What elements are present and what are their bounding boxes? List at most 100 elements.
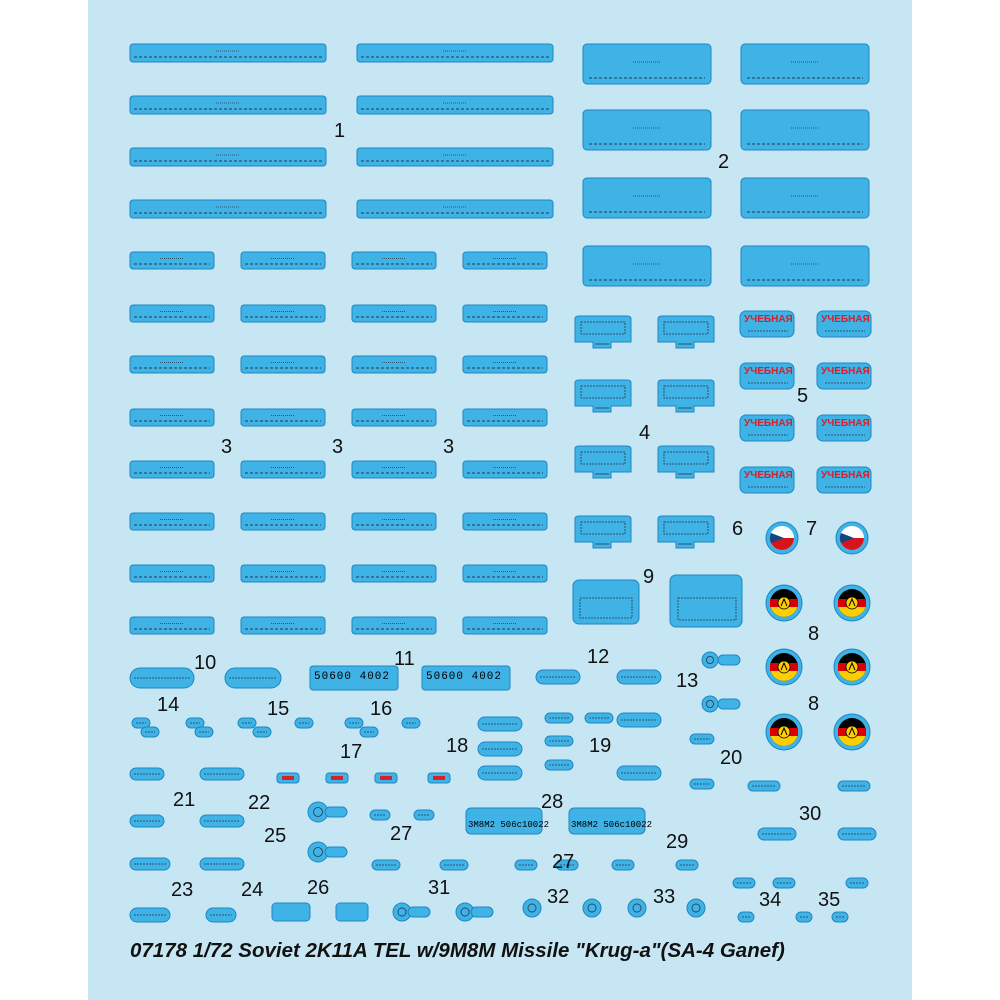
decal-5-label: УЧЕБНАЯ — [744, 366, 793, 377]
decal-13 — [717, 698, 741, 710]
decal-number-20: 20 — [720, 747, 743, 769]
decal-number-31: 31 — [428, 877, 451, 899]
decal-5-plate — [739, 414, 795, 442]
decal-13-disc — [701, 695, 719, 713]
decal-5-plate — [739, 310, 795, 338]
decal-number-11: 11 — [394, 648, 415, 670]
decal-26 — [335, 902, 369, 922]
decal-3-strip — [462, 251, 548, 270]
decal-4-plate — [574, 515, 632, 549]
decal-number-24: 24 — [241, 879, 264, 901]
decal-number-27: 27 — [390, 823, 413, 845]
decal-number-7: 7 — [806, 518, 818, 540]
decal-13-disc-mark — [706, 700, 715, 709]
decal-number-1: 1 — [334, 120, 346, 142]
decal-number-14: 14 — [157, 694, 180, 716]
decal-3-strip — [240, 512, 326, 531]
decal-4-text — [580, 451, 626, 465]
decal-1-strip — [356, 199, 554, 219]
decal-3-strip — [462, 512, 548, 531]
decal-3-strip — [240, 355, 326, 374]
decal-3-strip — [351, 616, 437, 635]
decal-number-22: 22 — [248, 792, 271, 814]
decal-4-text — [580, 521, 626, 535]
decal-4-plate — [657, 515, 715, 549]
decal-number-26: 26 — [307, 877, 330, 899]
decal-28-code-b: 3M8M2 506c10022 — [571, 820, 653, 830]
decal-4-plate — [657, 445, 715, 479]
decal-number-13: 13 — [676, 670, 699, 692]
decal-number-33: 33 — [653, 886, 676, 908]
decal-5-label: УЧЕБНАЯ — [821, 314, 870, 325]
decal-number-16: 16 — [370, 698, 393, 720]
decal-22 — [324, 806, 348, 818]
decal-9-grid — [579, 597, 633, 619]
decal-3-strip — [129, 460, 215, 479]
decal-5-plate — [816, 362, 872, 390]
decal-11-serial-a: 50600 4002 — [314, 671, 391, 683]
decal-number-17: 17 — [340, 741, 363, 763]
decal-31-disc-mark — [460, 907, 470, 917]
decal-number-4: 4 — [639, 422, 651, 444]
decal-3-strip — [462, 304, 548, 323]
decal-number-19: 19 — [589, 735, 612, 757]
decal-4-plate — [657, 315, 715, 349]
decal-1-strip — [356, 43, 554, 63]
decal-5-plate — [739, 466, 795, 494]
decal-31 — [470, 906, 494, 918]
decal-4-text — [580, 321, 626, 335]
decal-3-strip — [129, 251, 215, 270]
decal-3-strip — [462, 564, 548, 583]
decal-4-text — [663, 321, 709, 335]
decal-number-15: 15 — [267, 698, 290, 720]
decal-number-9: 9 — [643, 566, 655, 588]
decal-3-strip — [351, 512, 437, 531]
decal-number-3: 3 — [332, 436, 344, 458]
decal-26 — [271, 902, 311, 922]
decal-number-8: 8 — [808, 623, 820, 645]
gdr-emblem-hammer — [848, 726, 856, 736]
decal-17-red — [380, 776, 392, 780]
decal-5-plate — [739, 362, 795, 390]
decal-4-text — [580, 385, 626, 399]
decal-number-5: 5 — [797, 385, 809, 407]
decal-25-disc-mark — [313, 847, 323, 857]
decal-number-3: 3 — [443, 436, 455, 458]
decal-1-strip — [356, 95, 554, 115]
decal-5-label: УЧЕБНАЯ — [744, 418, 793, 429]
decal-number-34: 34 — [759, 889, 782, 911]
decal-32-disc-mark — [527, 903, 537, 913]
decal-9-plate — [669, 574, 743, 628]
decal-2-block — [740, 109, 870, 151]
decal-number-25: 25 — [264, 825, 287, 847]
decal-2-block — [582, 109, 712, 151]
decal-17-red — [331, 776, 343, 780]
decal-9-grid — [677, 597, 737, 621]
decal-13-disc-mark — [706, 656, 715, 665]
decal-3-strip — [462, 355, 548, 374]
decal-group-4 — [574, 315, 715, 549]
decal-28-code-a: 3M8M2 506c10022 — [468, 820, 550, 830]
decal-3-strip — [462, 408, 548, 427]
decal-number-21: 21 — [173, 789, 196, 811]
decal-33-disc-mark — [632, 903, 642, 913]
decal-5-label: УЧЕБНАЯ — [821, 418, 870, 429]
decal-number-35: 35 — [818, 889, 841, 911]
decal-22-disc-mark — [313, 807, 323, 817]
decal-3-strip — [351, 355, 437, 374]
decal-3-strip — [240, 408, 326, 427]
decal-32-disc-mark — [587, 903, 597, 913]
decal-3-strip — [351, 304, 437, 323]
decal-4-plate — [574, 315, 632, 349]
decal-3-strip — [240, 251, 326, 270]
decal-2-block — [582, 177, 712, 219]
decal-number-29: 29 — [666, 831, 689, 853]
decal-1-strip — [129, 95, 327, 115]
decal-number-27: 27 — [552, 851, 575, 873]
decal-17-red — [433, 776, 445, 780]
decal-3-strip — [240, 460, 326, 479]
czech-roundel-blue — [769, 533, 784, 543]
decal-group-3 — [129, 251, 548, 635]
decal-4-text — [663, 385, 709, 399]
decal-group-2 — [582, 43, 870, 287]
